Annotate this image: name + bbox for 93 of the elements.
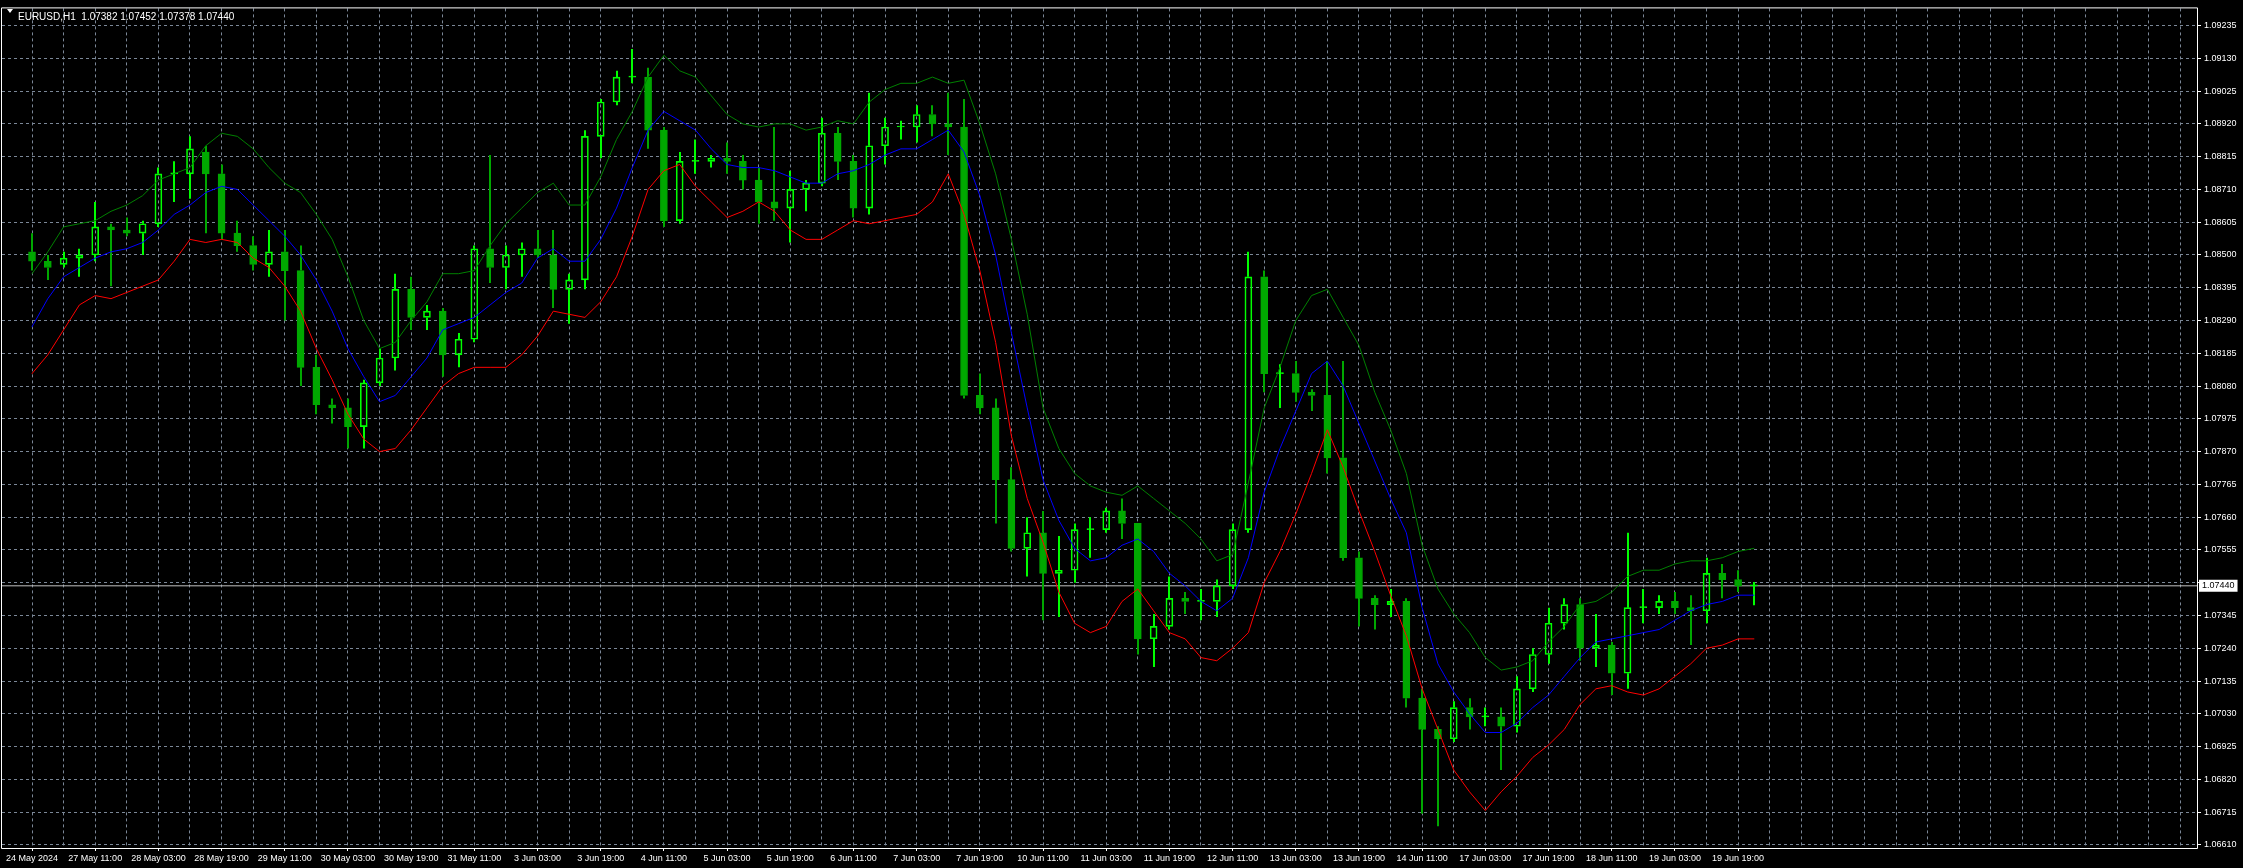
candlestick [897,119,905,141]
candlestick [1260,269,1269,394]
candlestick [660,126,668,228]
y-tick-label: 1.09130 [2204,52,2237,63]
candlestick [280,229,289,322]
y-tick-label: 1.08395 [2204,282,2237,293]
candlestick [644,66,652,150]
x-tick-label: 19 Jun 19:00 [1712,852,1765,863]
candlestick [960,97,968,400]
y-tick-label: 1.09025 [2204,85,2237,96]
candlestick [1370,594,1379,631]
candlestick [1039,509,1047,622]
x-tick-label: 12 Jun 11:00 [1206,852,1259,863]
y-tick-label: 1.07765 [2204,478,2237,489]
x-tick-label: 18 Jun 11:00 [1586,852,1638,863]
candlestick [628,47,637,85]
y-tick-label: 1.06820 [2204,773,2237,784]
x-tick-label: 27 May 11:00 [68,852,123,863]
candlestick [1339,360,1347,562]
y-tick-label: 1.07345 [2204,609,2237,620]
y-tick-label: 1.06715 [2204,806,2237,817]
y-tick-label: 1.08920 [2204,118,2237,129]
candlestick [1607,641,1616,697]
y-tick-label: 1.08185 [2204,347,2237,358]
candlestick [739,154,747,191]
candlestick [28,232,36,272]
candlestick [1355,550,1363,628]
candlestick [1181,591,1190,615]
y-tick-label: 1.08080 [2204,380,2237,391]
y-tick-label: 1.07870 [2204,446,2237,457]
x-tick-label: 28 May 03:00 [131,852,186,863]
y-tick-label: 1.06610 [2204,839,2237,850]
x-tick-label: 14 Jun 11:00 [1396,852,1448,863]
candlestick [43,253,52,281]
candlestick [723,141,731,175]
y-tick-label: 1.07135 [2204,675,2237,686]
x-tick-label: 24 May 2024 [5,852,59,863]
x-tick-label: 11 Jun 19:00 [1143,852,1196,863]
candlestick [486,154,494,285]
candlestick [438,307,447,378]
x-tick-label: 5 Jun 03:00 [703,852,751,863]
x-tick-label: 3 Jun 03:00 [514,852,562,863]
candlestick [1133,523,1142,656]
x-tick-label: 6 Jun 11:00 [830,852,877,863]
x-tick-label: 28 May 19:00 [194,852,249,863]
chart-title: EURUSD,H1 1.07382 1.07452 1.07378 1.07440 [18,11,235,23]
candlestick [1686,594,1695,647]
candlestick [1671,591,1679,615]
y-tick-label: 1.08290 [2204,315,2237,325]
candlestick [549,229,558,310]
candlestick [201,144,210,235]
x-tick-label: 11 Jun 03:00 [1080,852,1132,863]
candlestick [1734,569,1742,594]
candlestick [1718,562,1727,600]
x-tick-label: 29 May 11:00 [257,852,312,863]
x-tick-label: 7 Jun 03:00 [893,852,941,863]
x-tick-label: 19 Jun 03:00 [1648,852,1701,863]
y-tick-label: 1.08815 [2204,151,2237,162]
x-tick-label: 4 Jun 11:00 [640,852,688,863]
x-tick-label: 7 Jun 19:00 [956,852,1004,863]
candlestick [1576,597,1584,662]
y-tick-label: 1.08500 [2204,249,2237,260]
x-tick-label: 30 May 03:00 [320,852,376,863]
candlestick [754,166,763,225]
candlestick [1481,706,1490,728]
ref-line-label: 1.07440 [2202,580,2235,591]
candlestick [976,372,984,416]
candlestick [1418,687,1426,815]
x-tick-label: 13 Jun 19:00 [1332,852,1385,863]
candlestick [249,235,257,272]
candlestick [1750,581,1758,607]
x-tick-label: 10 Jun 11:00 [1017,852,1069,863]
candlestick [407,275,415,331]
x-tick-label: 17 Jun 03:00 [1459,852,1512,863]
y-tick-label: 1.07660 [2204,511,2237,522]
y-tick-label: 1.07030 [2204,708,2237,719]
x-tick-label: 30 May 19:00 [383,852,439,863]
x-tick-label: 5 Jun 19:00 [766,852,814,863]
y-tick-label: 1.06925 [2204,741,2237,752]
y-tick-label: 1.07555 [2204,544,2237,555]
y-tick-label: 1.07975 [2204,413,2237,424]
candlestick [1291,360,1300,403]
candlestick [328,397,336,425]
y-tick-label: 1.09235 [2204,20,2237,31]
candlestick [1118,497,1126,540]
x-tick-label: 13 Jun 03:00 [1269,852,1322,863]
y-tick-label: 1.08710 [2204,183,2237,194]
x-tick-label: 17 Jun 19:00 [1522,852,1575,863]
candlestick [1307,388,1316,413]
y-tick-label: 1.08605 [2204,216,2237,227]
x-tick-label: 3 Jun 19:00 [577,852,625,863]
y-tick-label: 1.07240 [2204,642,2237,653]
x-tick-label: 31 May 11:00 [447,852,502,863]
